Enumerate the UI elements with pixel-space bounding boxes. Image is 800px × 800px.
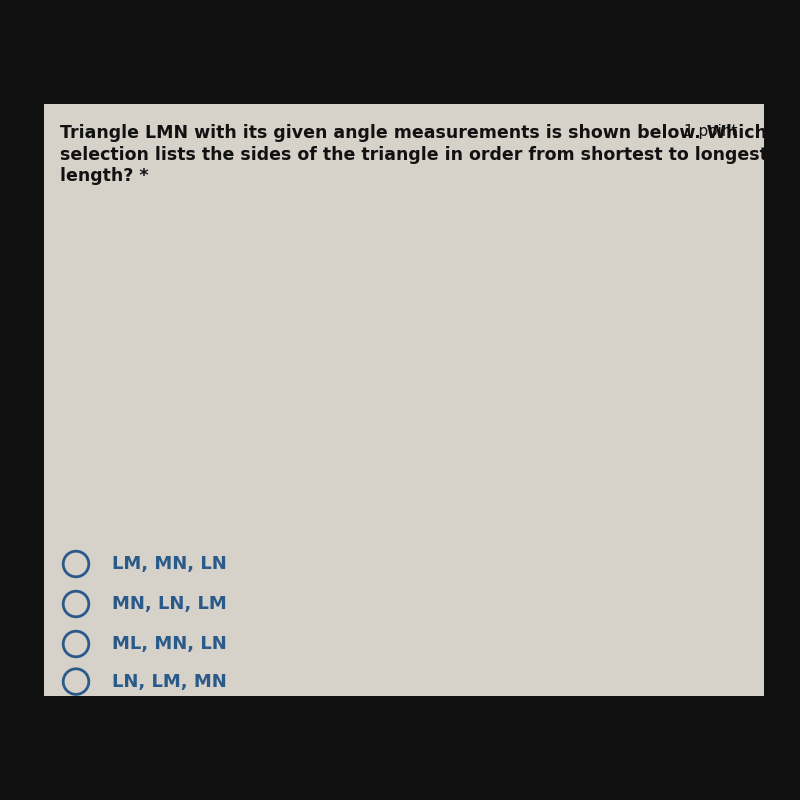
Text: N: N (572, 370, 586, 388)
Polygon shape (114, 302, 551, 386)
Text: LM, MN, LN: LM, MN, LN (112, 555, 226, 573)
Text: length? *: length? * (60, 167, 149, 185)
Text: 32°: 32° (199, 357, 222, 370)
Polygon shape (487, 328, 551, 386)
Text: Triangle LMN with its given angle measurements is shown below. Which: Triangle LMN with its given angle measur… (60, 124, 767, 142)
Text: L: L (355, 266, 366, 283)
Text: LN, LM, MN: LN, LM, MN (112, 673, 226, 690)
Text: 50°: 50° (424, 357, 448, 370)
Text: MN, LN, LM: MN, LN, LM (112, 595, 226, 613)
Text: M: M (77, 370, 94, 388)
Polygon shape (324, 302, 391, 373)
Text: 98°: 98° (389, 334, 412, 347)
Text: ML, MN, LN: ML, MN, LN (112, 635, 226, 653)
Text: selection lists the sides of the triangle in order from shortest to longest: selection lists the sides of the triangl… (60, 146, 768, 164)
Text: 1 point: 1 point (684, 124, 738, 139)
Polygon shape (114, 331, 178, 386)
